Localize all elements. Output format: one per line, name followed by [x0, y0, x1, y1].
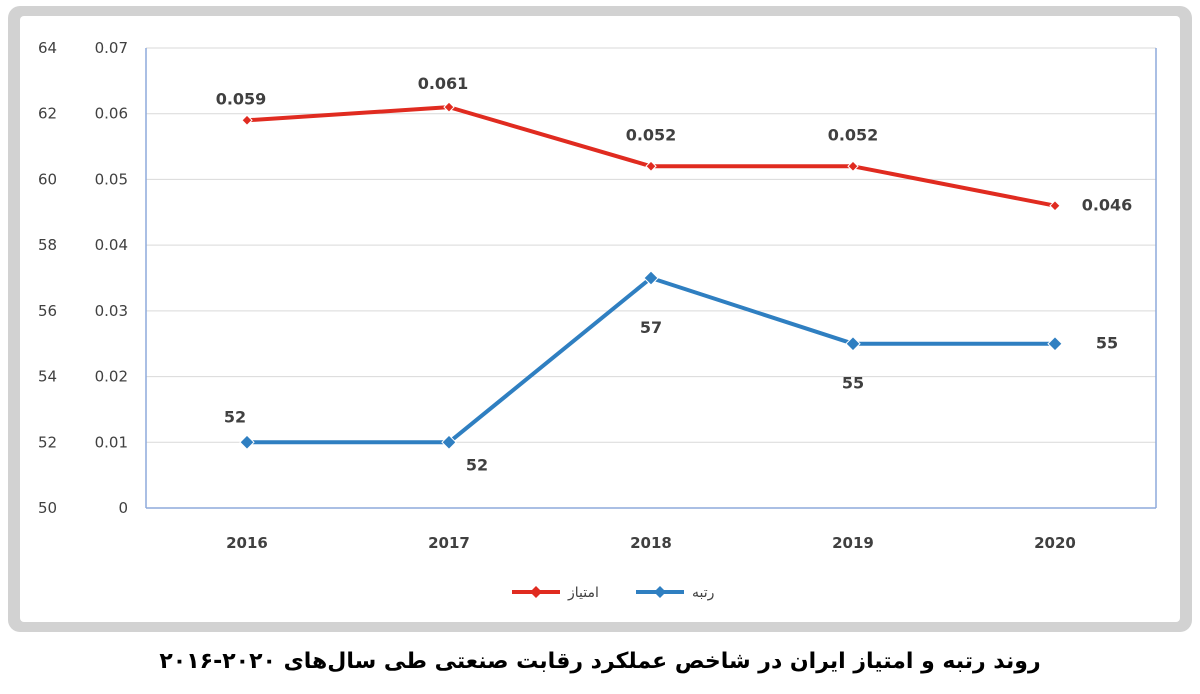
data-point	[845, 336, 861, 352]
y-tick-primary: 58	[38, 236, 57, 254]
data-label: 0.059	[216, 89, 267, 108]
x-tick-label: 2018	[630, 534, 672, 552]
y-tick-primary: 56	[38, 302, 57, 320]
y-tick-primary: 64	[38, 39, 57, 57]
y-tick-primary: 62	[38, 105, 57, 123]
data-label: 52	[224, 407, 246, 426]
legend-marker	[654, 586, 666, 598]
y-tick-secondary: 0.04	[95, 236, 128, 254]
legend-label: رتبه	[692, 585, 714, 601]
data-label: 55	[842, 374, 864, 393]
data-label: 0.052	[626, 125, 677, 144]
chart-panel: 50 0 52 0.01 54 0.02 56 0.03 58 0.04 60 0.05 62 0.06 6…	[20, 16, 1180, 622]
data-label: 0.046	[1082, 196, 1133, 215]
data-point	[441, 434, 457, 450]
data-point	[643, 270, 659, 286]
data-point	[1047, 336, 1063, 352]
data-label: 52	[466, 455, 488, 474]
data-point	[239, 434, 255, 450]
data-label: 0.061	[418, 74, 469, 93]
y-tick-secondary: 0.03	[95, 302, 128, 320]
series-line	[246, 105, 1056, 208]
y-tick-primary: 52	[38, 433, 57, 451]
y-tick-secondary: 0.02	[95, 368, 128, 386]
line-chart: 50 0 52 0.01 54 0.02 56 0.03 58 0.04 60 0.05 62 0.06 6…	[38, 39, 1157, 601]
y-tick-primary: 60	[38, 170, 57, 188]
data-point	[241, 114, 253, 126]
y-tick-primary: 50	[38, 499, 57, 517]
x-tick-label: 2017	[428, 534, 470, 552]
series-line	[247, 276, 1055, 445]
data-label: 55	[1096, 334, 1118, 353]
y-tick-primary: 54	[38, 368, 57, 386]
data-point	[443, 101, 455, 113]
data-point	[645, 160, 657, 172]
data-label: 0.052	[828, 125, 879, 144]
data-label: 57	[640, 318, 662, 337]
data-point	[1049, 200, 1061, 212]
x-tick-label: 2020	[1034, 534, 1076, 552]
y-tick-secondary: 0.01	[95, 433, 128, 451]
chart-frame: 50 0 52 0.01 54 0.02 56 0.03 58 0.04 60 0.05 62 0.06 6…	[8, 6, 1192, 632]
x-tick-label: 2019	[832, 534, 874, 552]
legend-label: امتیاز	[567, 585, 599, 601]
chart-caption: روند رتبه و امتیاز ایران در شاخص عملکرد …	[159, 649, 1041, 674]
y-tick-secondary: 0.07	[95, 39, 128, 57]
x-tick-label: 2016	[226, 534, 268, 552]
y-tick-secondary: 0.06	[95, 105, 128, 123]
y-tick-secondary: 0	[118, 499, 128, 517]
data-point	[847, 160, 859, 172]
y-tick-secondary: 0.05	[95, 170, 128, 188]
legend-marker	[530, 586, 542, 598]
